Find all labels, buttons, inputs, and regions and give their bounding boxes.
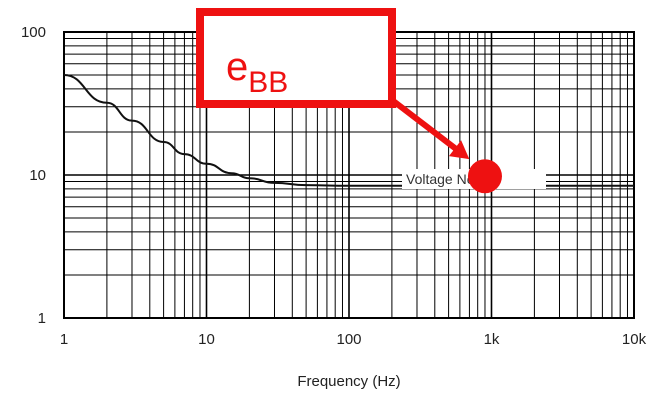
- y-tick-label: 1: [38, 310, 46, 327]
- x-tick-label: 100: [336, 331, 361, 348]
- callout-label-main: e: [226, 45, 248, 89]
- callout-box: [196, 8, 396, 108]
- x-tick-label: 10: [198, 331, 215, 348]
- callout-label: eBB: [226, 45, 288, 99]
- y-tick-label: 10: [29, 167, 46, 184]
- x-tick-label: 1: [60, 331, 68, 348]
- y-tick-labels: 1 10 100: [21, 24, 46, 327]
- callout-label-subscript: BB: [248, 66, 288, 99]
- x-tick-label: 10k: [622, 331, 647, 348]
- callout-arrowhead: [448, 140, 470, 160]
- x-tick-labels: 1 10 100 1k 10k: [60, 331, 647, 348]
- callout-arrow: [390, 97, 465, 157]
- callout-marker-dot: [467, 159, 502, 194]
- x-axis-label: Frequency (Hz): [297, 373, 400, 390]
- y-tick-label: 100: [21, 24, 46, 41]
- ebb-callout: eBB: [196, 8, 502, 194]
- x-tick-label: 1k: [484, 331, 500, 348]
